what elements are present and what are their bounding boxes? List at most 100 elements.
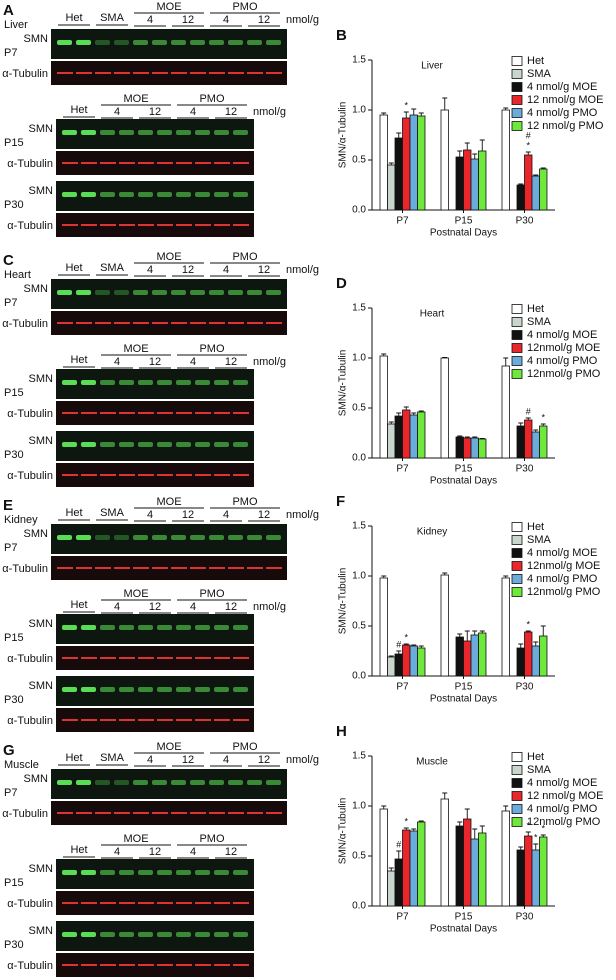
error-bar bbox=[479, 438, 485, 439]
significance-mark: * bbox=[404, 100, 408, 110]
y-tick-label: 0.5 bbox=[352, 403, 366, 414]
smn-band bbox=[176, 130, 191, 135]
dose-label: 4 bbox=[190, 106, 196, 118]
smn-band bbox=[171, 290, 186, 295]
group-label: SMA bbox=[100, 507, 125, 519]
smn-band bbox=[138, 625, 153, 630]
tubulin-band bbox=[233, 902, 249, 904]
group-label: MOE bbox=[156, 1, 181, 13]
smn-band bbox=[209, 290, 224, 295]
tubulin-band bbox=[81, 964, 97, 966]
tubulin-band bbox=[138, 162, 154, 164]
bar bbox=[409, 414, 418, 459]
bar bbox=[524, 154, 533, 211]
dose-label: 4 bbox=[223, 14, 229, 26]
tubulin-band bbox=[209, 72, 225, 74]
smn-band bbox=[157, 870, 172, 875]
tubulin-band bbox=[214, 474, 230, 476]
tubulin-band bbox=[214, 412, 230, 414]
tubulin-band bbox=[119, 474, 135, 476]
row-label: α-Tubulin bbox=[7, 220, 53, 232]
bar bbox=[394, 653, 403, 677]
tubulin-band bbox=[62, 412, 78, 414]
row-label: α-Tubulin bbox=[7, 408, 53, 420]
bar bbox=[463, 437, 472, 459]
tubulin-band bbox=[209, 812, 225, 814]
tubulin-band bbox=[81, 162, 97, 164]
smn-band bbox=[152, 535, 167, 540]
legend-swatch bbox=[511, 121, 523, 131]
smn-band bbox=[57, 40, 72, 45]
row-label: α-Tubulin bbox=[2, 808, 48, 820]
legend-swatch bbox=[511, 804, 523, 814]
error-bar bbox=[442, 572, 448, 575]
smn-band bbox=[100, 442, 115, 447]
significance-mark: # bbox=[396, 639, 401, 649]
smn-band bbox=[138, 380, 153, 385]
row-label: SMN bbox=[24, 33, 49, 45]
legend-swatch bbox=[511, 522, 523, 532]
error-bar bbox=[464, 808, 470, 819]
dose-label: 12 bbox=[149, 846, 161, 858]
smn-band bbox=[233, 380, 248, 385]
smn-band bbox=[62, 442, 77, 447]
tubulin-band bbox=[76, 322, 92, 324]
significance-mark: * bbox=[404, 816, 408, 826]
tubulin-band bbox=[157, 964, 173, 966]
group-label: Het bbox=[70, 844, 87, 856]
group-label: PMO bbox=[232, 496, 258, 508]
bar bbox=[463, 149, 472, 211]
error-bar bbox=[525, 831, 531, 836]
smn-band bbox=[100, 687, 115, 692]
smn-band bbox=[138, 130, 153, 135]
tubulin-band bbox=[195, 474, 211, 476]
legend-label: 4 nmol/g MOE bbox=[527, 329, 597, 341]
bar bbox=[387, 656, 396, 677]
dose-label: 4 bbox=[147, 509, 153, 521]
bar bbox=[455, 156, 464, 211]
legend-swatch bbox=[511, 82, 523, 92]
error-bar bbox=[381, 353, 387, 356]
legend-swatch bbox=[511, 778, 523, 788]
dose-label: 4 bbox=[223, 264, 229, 276]
tubulin-band bbox=[195, 964, 211, 966]
group-label: MOE bbox=[156, 741, 181, 753]
smn-band bbox=[266, 290, 281, 295]
smn-band bbox=[119, 130, 134, 135]
smn-band bbox=[266, 535, 281, 540]
tubulin-band bbox=[266, 322, 282, 324]
group-label: PMO bbox=[232, 741, 258, 753]
legend-label: 4 nmol/g MOE bbox=[527, 547, 597, 559]
tubulin-band bbox=[214, 902, 230, 904]
tubulin-band bbox=[57, 567, 73, 569]
error-bar bbox=[396, 132, 402, 138]
error-bar bbox=[457, 633, 463, 637]
legend-label: 12 nmol/g MOE bbox=[527, 94, 603, 106]
legend-label: 12nmol/g MOE bbox=[527, 560, 600, 572]
bar bbox=[478, 832, 487, 907]
dose-label: 4 bbox=[223, 754, 229, 766]
group-label: Het bbox=[70, 354, 87, 366]
tubulin-band bbox=[95, 812, 111, 814]
smn-band bbox=[100, 932, 115, 937]
dose-label: 12 bbox=[182, 509, 194, 521]
legend-swatch bbox=[511, 561, 523, 571]
error-bar bbox=[457, 150, 463, 157]
tubulin-band bbox=[62, 474, 78, 476]
smn-band bbox=[214, 687, 229, 692]
tubulin-band bbox=[81, 902, 97, 904]
smn-band bbox=[209, 535, 224, 540]
bar bbox=[417, 411, 426, 459]
smn-band bbox=[214, 130, 229, 135]
dose-label: 4 bbox=[114, 846, 120, 858]
dose-label: 12 bbox=[149, 356, 161, 368]
tissue-label: Liver bbox=[4, 19, 28, 31]
dose-label: 4 bbox=[147, 14, 153, 26]
smn-band bbox=[266, 780, 281, 785]
legend-swatch bbox=[511, 574, 523, 584]
x-tick-label: P7 bbox=[396, 682, 409, 693]
smn-band bbox=[214, 380, 229, 385]
smn-band bbox=[233, 192, 248, 197]
smn-band bbox=[62, 687, 77, 692]
